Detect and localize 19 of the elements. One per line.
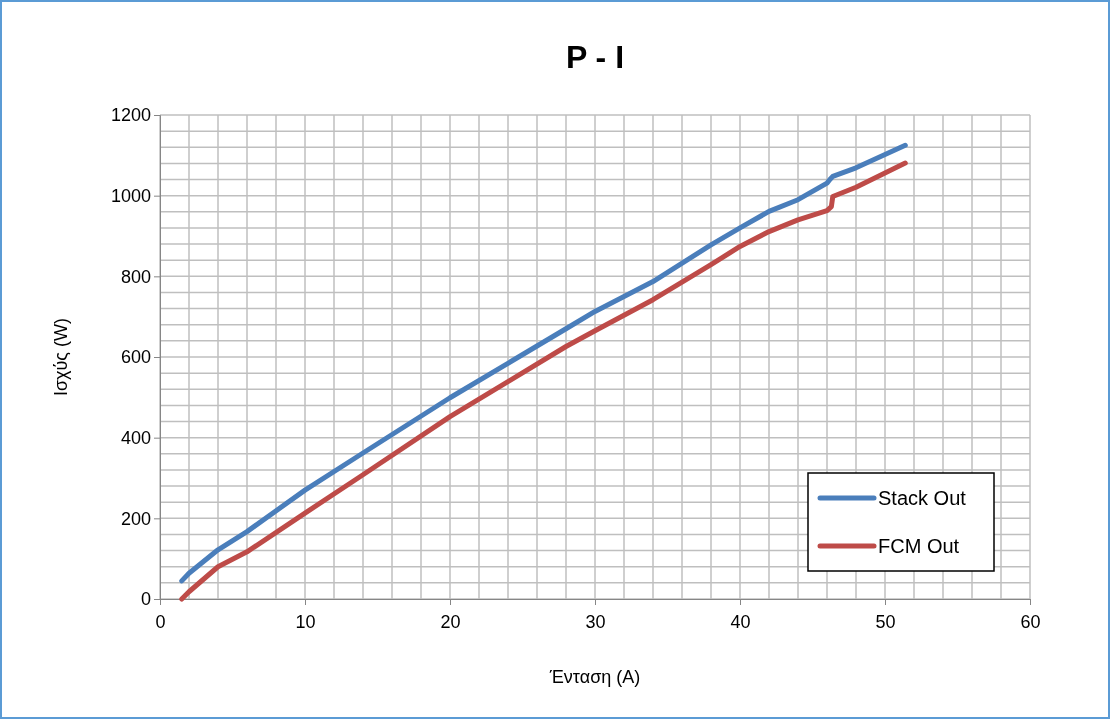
legend-label: Stack Out <box>878 487 967 509</box>
x-tick-label: 0 <box>155 611 166 632</box>
chart-title: P - I <box>565 39 625 75</box>
y-tick-label: 400 <box>120 427 151 448</box>
x-tick-label: 50 <box>875 611 896 632</box>
x-tick-label: 60 <box>1020 611 1041 632</box>
x-tick-label: 40 <box>730 611 751 632</box>
y-tick-label: 0 <box>140 589 151 610</box>
x-tick-label: 10 <box>295 611 316 632</box>
x-axis-title: Ένταση (A) <box>548 667 641 687</box>
legend-label: FCM Out <box>878 535 960 557</box>
y-tick-label: 800 <box>120 266 151 287</box>
x-tick-label: 20 <box>440 611 461 632</box>
y-tick-label: 600 <box>120 347 151 368</box>
y-tick-label: 200 <box>120 508 151 529</box>
y-tick-label: 1000 <box>110 185 151 206</box>
y-axis-title: Ισχύς (W) <box>51 317 71 397</box>
y-tick-label: 1200 <box>110 105 151 126</box>
x-tick-label: 30 <box>585 611 606 632</box>
